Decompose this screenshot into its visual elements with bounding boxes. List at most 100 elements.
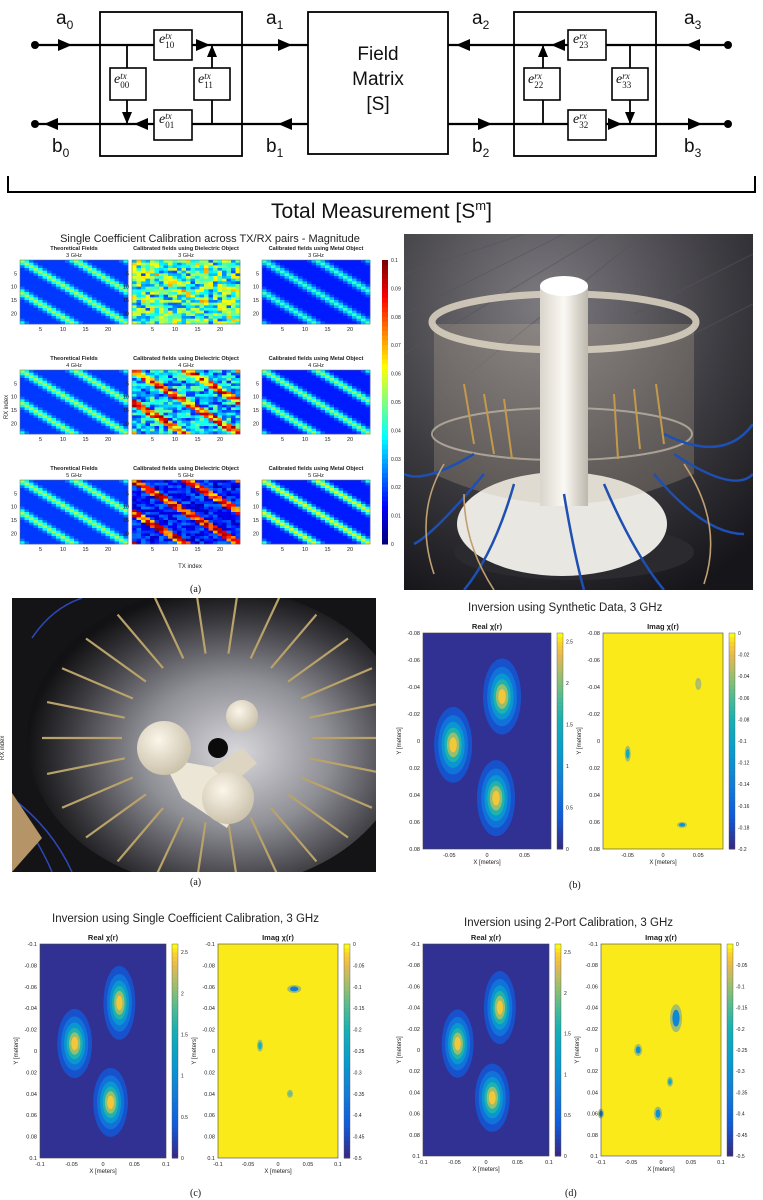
port-a3-dot <box>724 41 732 49</box>
y-tick: 15 <box>253 518 259 524</box>
colorbar-segment <box>382 416 388 422</box>
x-tick: 10 <box>60 327 66 333</box>
x-tick: 10 <box>60 437 66 443</box>
real-colorbar-segment <box>555 994 561 1000</box>
real-colorbar-tick: 2 <box>181 991 184 997</box>
real-colorbar-segment <box>555 1045 561 1051</box>
real-blob-1 <box>116 995 123 1011</box>
x-tick: 15 <box>324 547 330 553</box>
antenna-spoke <box>46 701 125 719</box>
real-colorbar-segment <box>557 728 563 733</box>
real-y-tick: -0.04 <box>407 685 420 691</box>
real-colorbar-segment <box>557 779 563 785</box>
x-tick: 15 <box>194 547 200 553</box>
caption-photo-a: (a) <box>190 877 202 888</box>
real-y-tick: 0.06 <box>409 820 420 826</box>
caption-d: (d) <box>565 1188 577 1199</box>
colorbar-segment <box>382 368 388 375</box>
real-colorbar-segment <box>172 986 178 992</box>
real-colorbar-segment <box>172 973 178 979</box>
antenna-spoke <box>227 822 237 872</box>
real-colorbar-tick: 2 <box>566 681 569 687</box>
y-tick: 15 <box>123 408 129 414</box>
imag-y-axis-label: Y [meters] <box>575 1036 581 1064</box>
imag-colorbar-segment <box>727 1134 733 1140</box>
real-colorbar-tick: 1 <box>566 764 569 770</box>
imag-colorbar-segment <box>727 1147 733 1153</box>
imag-colorbar-segment <box>729 810 735 815</box>
real-colorbar-segment <box>172 1123 178 1129</box>
real-x-axis-label: X [meters] <box>89 1169 117 1175</box>
real-colorbar-segment <box>172 1059 178 1065</box>
antenna-array-photo-top <box>12 598 376 872</box>
imag-colorbar-segment <box>727 1037 733 1043</box>
subplot-title: Calibrated fields using Dielectric Objec… <box>133 246 239 252</box>
real-colorbar-segment <box>172 1051 178 1056</box>
real-colorbar-segment <box>555 1062 561 1068</box>
colorbar-segment <box>382 525 388 531</box>
imag-colorbar-segment <box>727 1105 733 1110</box>
colorbar-segment <box>382 297 388 304</box>
imag-x-axis-label: X [meters] <box>264 1169 292 1175</box>
imag-colorbar-segment <box>344 1106 350 1112</box>
imag-subplot-title: Imag χ(r) <box>262 933 294 942</box>
real-colorbar-segment <box>172 1110 178 1116</box>
real-colorbar-tick: 0 <box>566 847 569 853</box>
real-colorbar-segment <box>172 1098 178 1103</box>
imag-x-tick: 0 <box>276 1162 279 1168</box>
imag-x-tick: 0 <box>661 853 664 859</box>
x-tick: 5 <box>151 437 154 443</box>
imag-colorbar-segment <box>344 991 350 996</box>
imag-colorbar-segment <box>727 1075 733 1081</box>
heatmap-cells <box>132 370 241 435</box>
y-tick: 20 <box>11 421 17 427</box>
colorbar-tick: 0.06 <box>391 372 401 378</box>
imag-y-tick: -0.02 <box>587 712 600 718</box>
imag-y-tick: 0.04 <box>204 1092 215 1098</box>
imag-colorbar-segment <box>729 723 735 729</box>
imag-colorbar-tick: -0.3 <box>736 1069 745 1075</box>
subplot-title: Calibrated fields using Dielectric Objec… <box>133 466 239 472</box>
antenna-spoke <box>287 637 349 683</box>
real-colorbar-segment <box>172 1055 178 1061</box>
real-colorbar-segment <box>555 1088 561 1093</box>
real-colorbar-segment <box>555 960 561 966</box>
real-blob-1 <box>498 689 506 704</box>
real-colorbar-segment <box>557 689 563 694</box>
colorbar-segment <box>382 506 388 512</box>
colorbar-segment <box>382 439 388 446</box>
port-a2-label: a2 <box>472 8 490 32</box>
colorbar-segment <box>382 501 388 507</box>
imag-spot-core-2 <box>288 1091 292 1097</box>
real-colorbar-segment <box>555 1139 561 1144</box>
imag-colorbar-segment <box>344 965 350 971</box>
imag-colorbar-segment <box>727 1041 733 1047</box>
real-colorbar-segment <box>555 1003 561 1009</box>
real-colorbar-segment <box>172 1080 178 1086</box>
imag-colorbar-segment <box>727 1079 733 1085</box>
real-colorbar-segment <box>172 1012 178 1018</box>
imag-plot-background <box>603 633 723 849</box>
real-colorbar-tick: 0 <box>181 1156 184 1162</box>
imag-colorbar-segment <box>727 1088 733 1093</box>
real-colorbar-segment <box>555 969 561 975</box>
real-colorbar-segment <box>555 1113 561 1119</box>
real-x-tick: 0.05 <box>129 1162 140 1168</box>
real-y-tick: -0.1 <box>28 942 37 948</box>
subplot-freq: 5 GHz <box>66 473 82 479</box>
colorbar-segment <box>382 260 388 266</box>
antenna-spoke <box>46 757 125 775</box>
colorbar-segment <box>382 307 388 313</box>
real-colorbar-segment <box>557 723 563 729</box>
real-colorbar-segment <box>557 831 563 837</box>
real-colorbar-tick: 1 <box>564 1072 567 1078</box>
imag-colorbar-tick: -0.2 <box>353 1028 362 1034</box>
imag-colorbar-tick: -0.5 <box>736 1154 745 1160</box>
imag-colorbar-segment <box>729 836 735 841</box>
imag-subplot-title: Imag χ(r) <box>647 622 679 631</box>
x-tick: 5 <box>281 327 284 333</box>
imag-colorbar-tick: -0.05 <box>353 963 365 969</box>
imag-colorbar-segment <box>729 788 735 794</box>
port-b3-dot <box>724 120 732 128</box>
imag-colorbar-segment <box>344 956 350 962</box>
